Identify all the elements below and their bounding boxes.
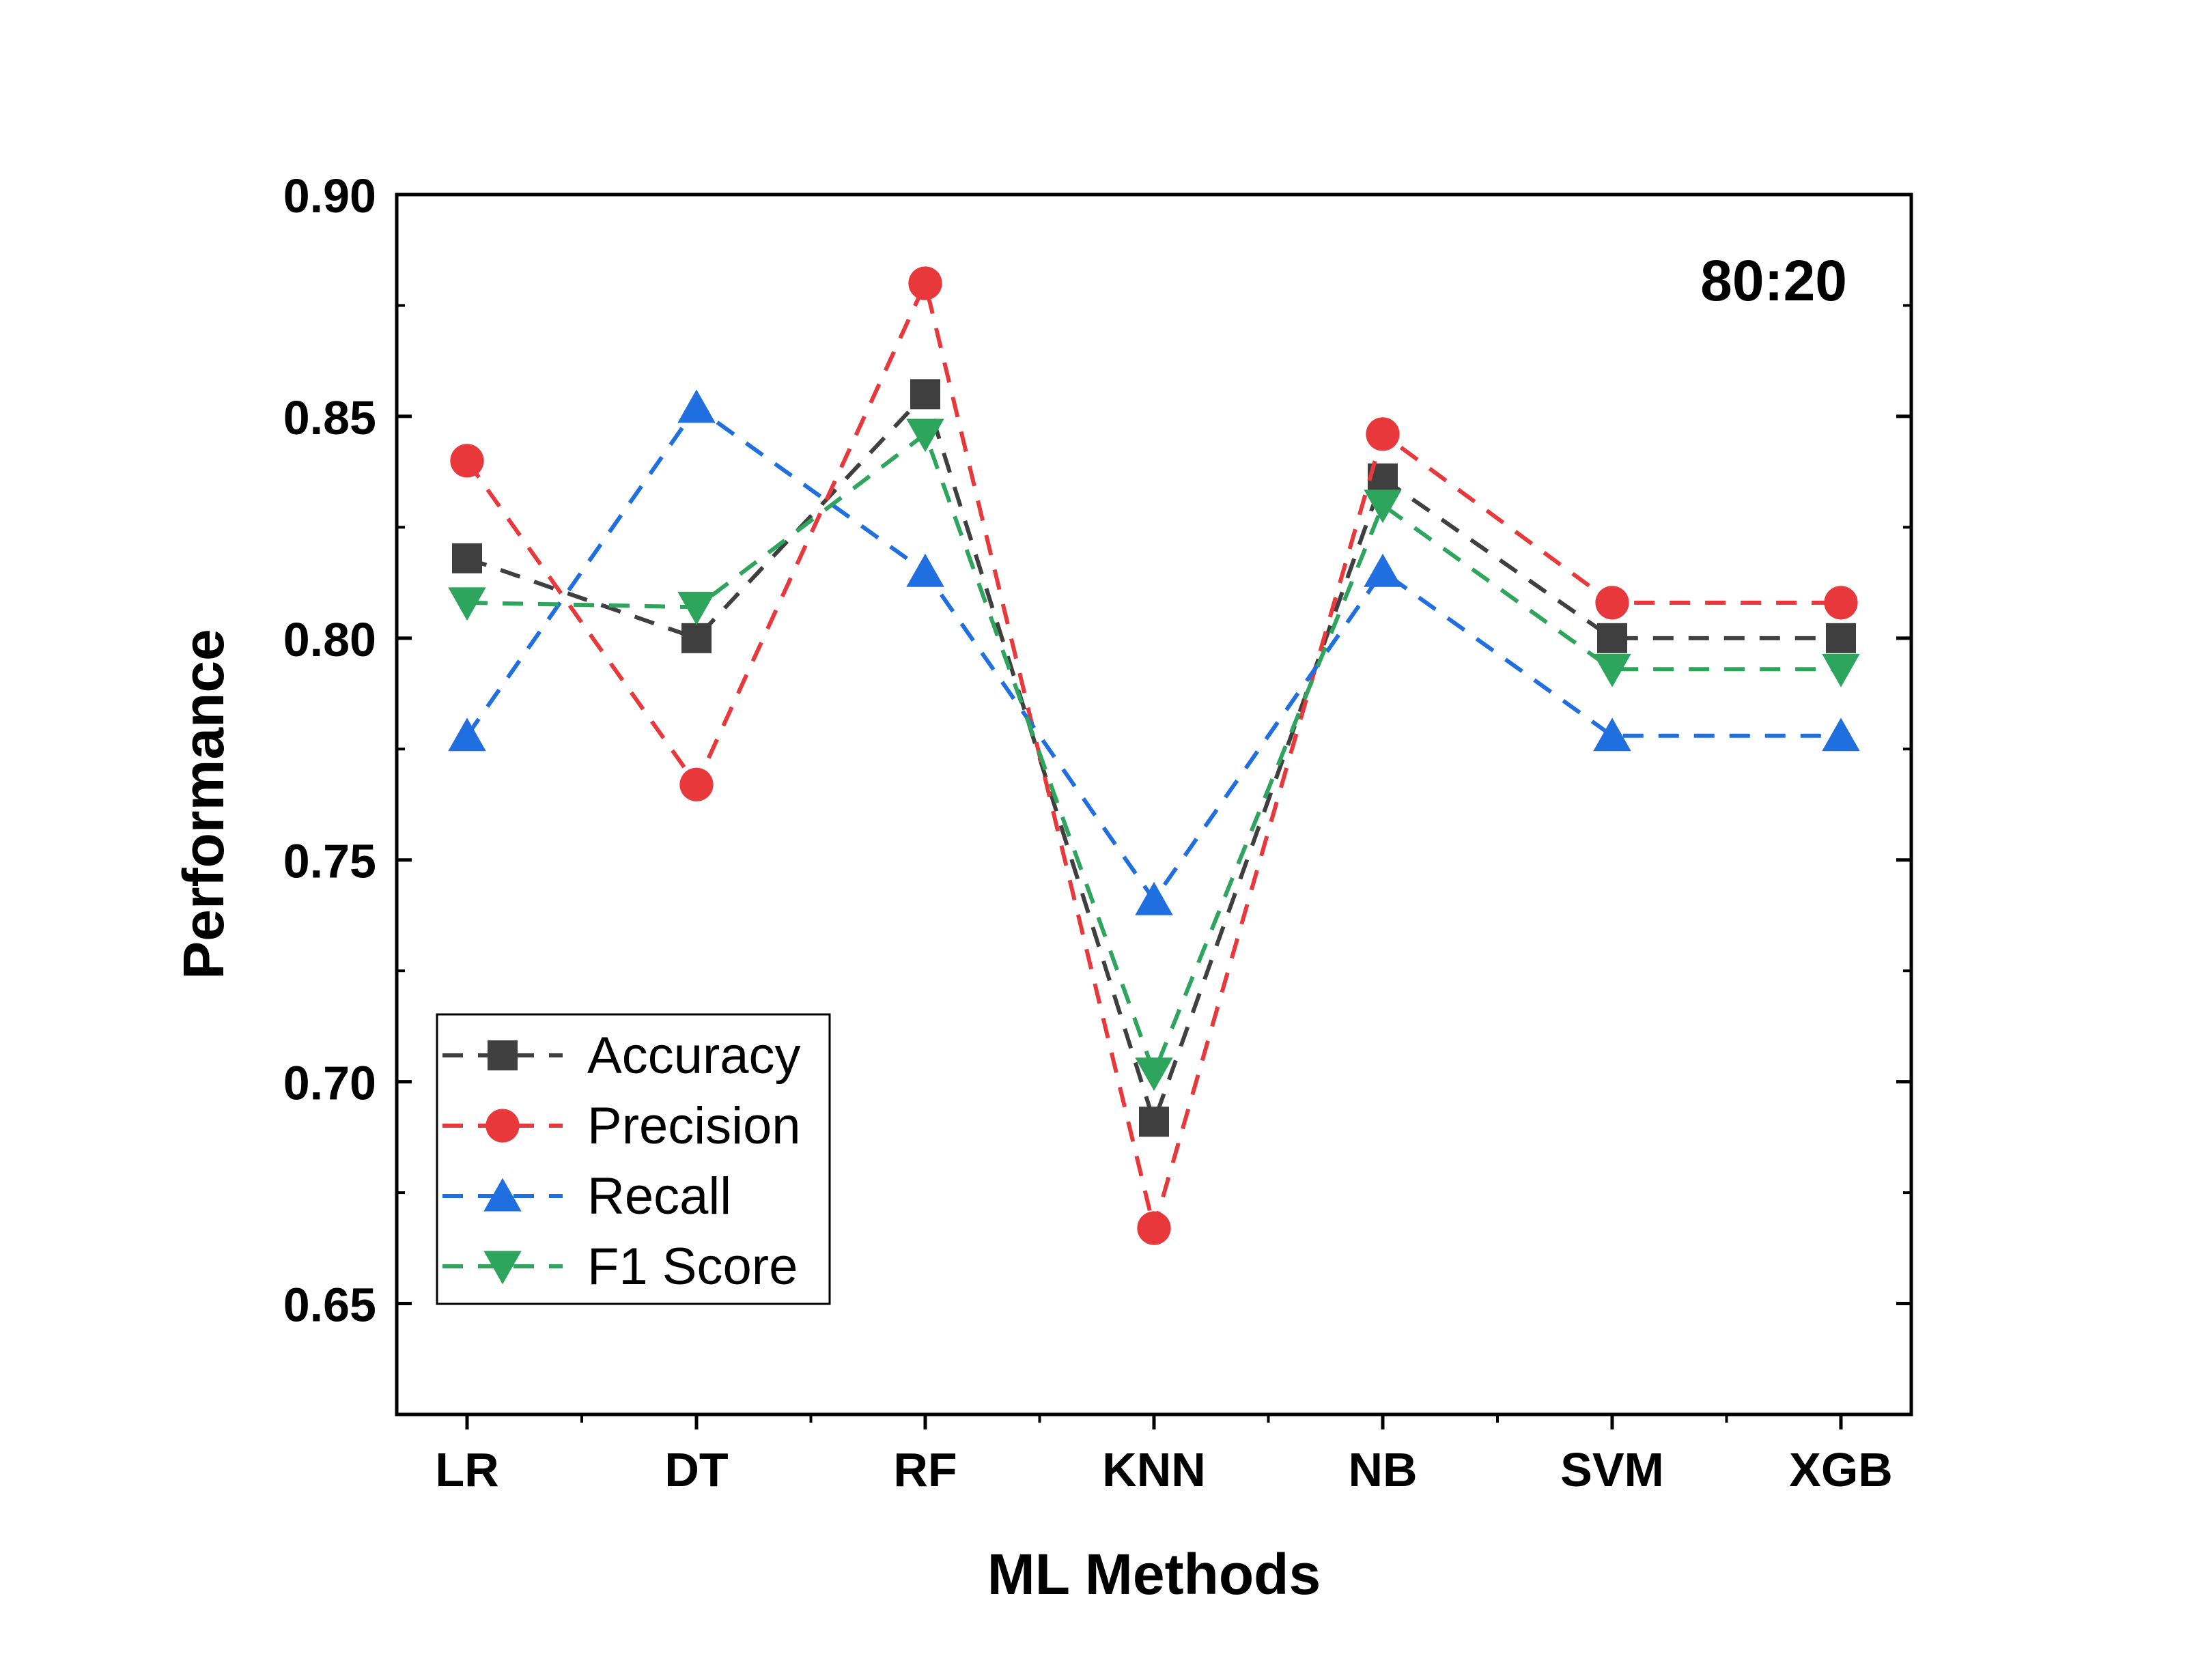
data-point-circle-marker — [1366, 417, 1400, 451]
x-tick-label: LR — [435, 1443, 498, 1496]
data-point-square-marker — [910, 379, 940, 410]
data-point-triangle-down-marker — [1135, 1057, 1173, 1092]
series-layer — [448, 266, 1860, 1245]
series-line-accuracy — [466, 392, 1841, 1124]
data-point-circle-marker — [679, 767, 714, 801]
legend-item: F1 Score — [442, 1238, 798, 1296]
y-axis-title: Performance — [171, 629, 236, 980]
y-tick-label: 0.75 — [283, 835, 376, 888]
data-point-triangle-down-marker — [677, 591, 716, 625]
data-point-triangle-up-marker — [1822, 717, 1860, 752]
series-accuracy — [452, 379, 1856, 1137]
x-tick-label: NB — [1348, 1443, 1417, 1496]
series-precision — [450, 266, 1858, 1245]
series-recall — [448, 389, 1860, 915]
data-point-triangle-up-marker — [448, 717, 486, 752]
x-tick-label: DT — [664, 1443, 728, 1496]
legend-triangle-down-marker — [483, 1251, 522, 1285]
x-tick-label: SVM — [1560, 1443, 1664, 1496]
legend-label: Recall — [587, 1167, 731, 1225]
data-point-triangle-up-marker — [1593, 717, 1631, 752]
data-point-square-marker — [681, 623, 712, 653]
y-tick-label: 0.65 — [283, 1279, 376, 1332]
legend-square-marker — [488, 1040, 518, 1070]
data-point-square-marker — [1139, 1107, 1169, 1137]
x-axis: LR DT RF KNN NB SVM XGB — [435, 1414, 1893, 1496]
legend-item: Accuracy — [442, 1027, 801, 1085]
legend-triangle-up-marker — [483, 1178, 522, 1212]
legend-item: Recall — [442, 1167, 731, 1225]
data-point-circle-marker — [908, 266, 942, 300]
legend-item: Precision — [442, 1097, 801, 1155]
y-tick-label: 0.80 — [283, 613, 376, 666]
data-point-triangle-up-marker — [677, 389, 716, 423]
data-point-square-marker — [1826, 623, 1856, 653]
data-point-circle-marker — [1824, 586, 1858, 620]
y-tick-label: 0.85 — [283, 391, 376, 444]
legend: Accuracy Precision Recall F1 Score — [436, 1013, 831, 1305]
data-point-triangle-down-marker — [906, 418, 944, 453]
data-point-triangle-up-marker — [1135, 881, 1173, 915]
split-ratio-annotation: 80:20 — [1700, 248, 1847, 313]
data-point-circle-marker — [1595, 586, 1629, 620]
data-point-circle-marker — [450, 444, 484, 478]
series-line-recall — [465, 405, 1841, 902]
x-axis-title: ML Methods — [987, 1542, 1321, 1606]
data-point-triangle-up-marker — [1364, 553, 1402, 587]
legend-circle-marker — [485, 1109, 520, 1143]
data-point-triangle-up-marker — [906, 553, 944, 587]
x-tick-label: KNN — [1102, 1443, 1206, 1496]
legend-label: Precision — [587, 1097, 801, 1155]
data-point-triangle-down-marker — [448, 587, 486, 621]
series-f1-score — [448, 418, 1860, 1092]
data-point-triangle-down-marker — [1593, 653, 1631, 687]
x-tick-label: RF — [893, 1443, 957, 1496]
data-point-triangle-down-marker — [1822, 653, 1860, 687]
legend-label: Accuracy — [587, 1027, 801, 1085]
legend-label: F1 Score — [587, 1238, 798, 1296]
y-tick-label: 0.70 — [283, 1057, 376, 1110]
data-point-square-marker — [1597, 623, 1627, 653]
x-tick-label: XGB — [1789, 1443, 1893, 1496]
data-point-triangle-down-marker — [1364, 489, 1402, 524]
y-axis: 0.65 0.70 0.75 0.80 0.85 0.90 — [283, 169, 1911, 1416]
data-point-circle-marker — [1137, 1211, 1171, 1245]
y-tick-label: 0.90 — [283, 169, 376, 223]
data-point-square-marker — [452, 543, 482, 573]
